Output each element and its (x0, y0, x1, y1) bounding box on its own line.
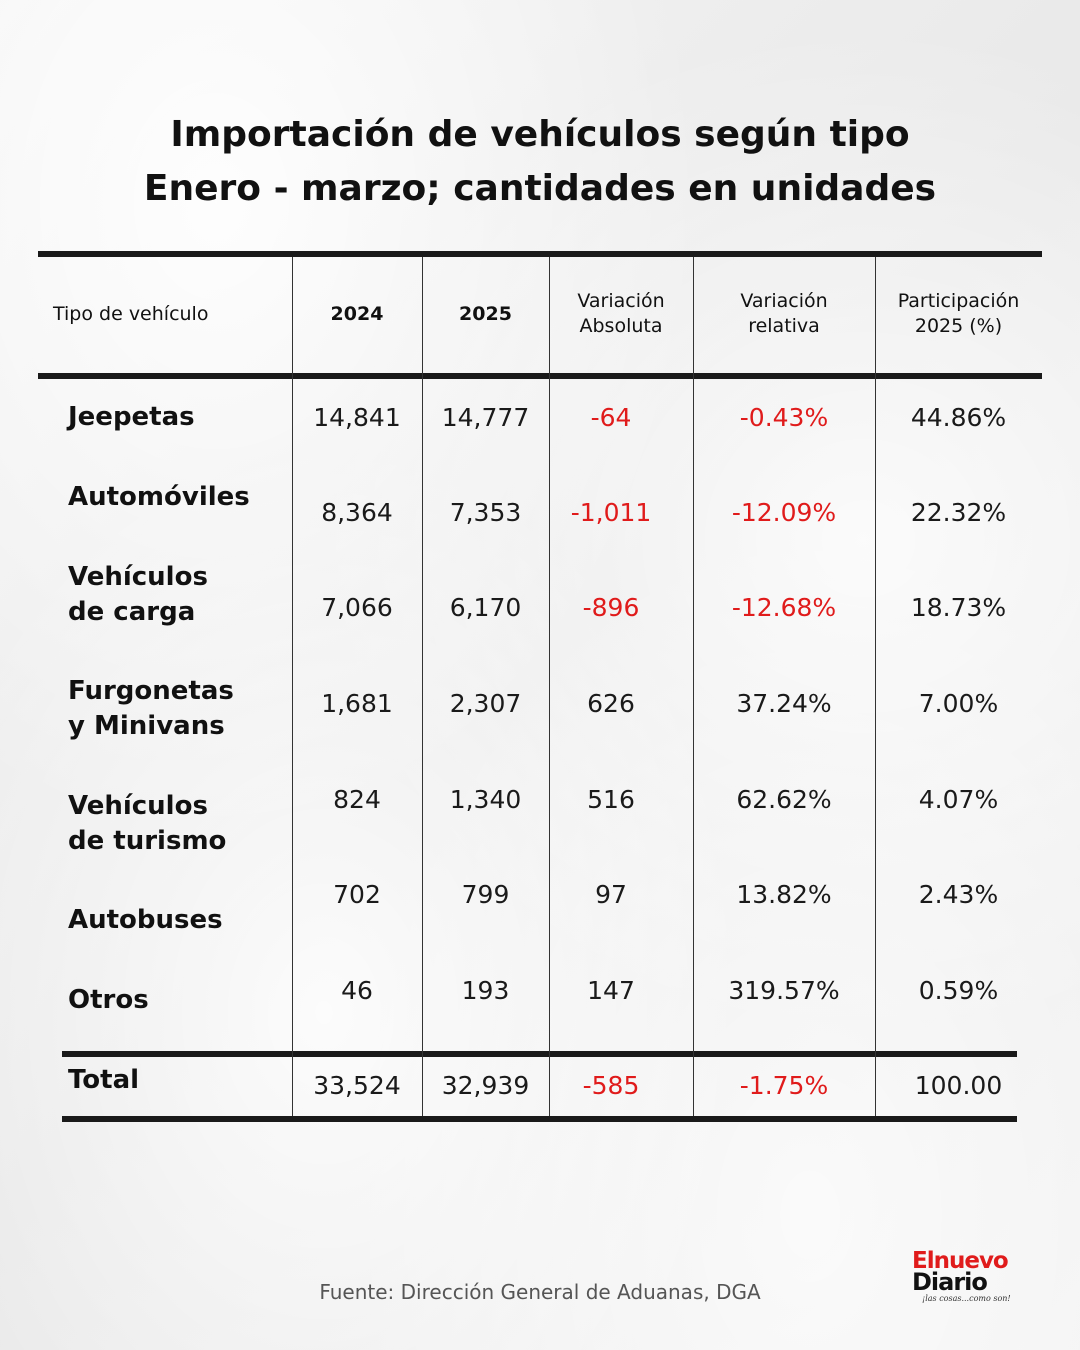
total-2025: 32,939 (441, 1071, 530, 1100)
cell-variacion-absoluta: 147 (587, 976, 635, 1005)
source-note: Fuente: Dirección General de Aduanas, DG… (319, 1280, 761, 1304)
row-type-label: Vehículos de carga (68, 562, 208, 627)
cell-variacion-relativa: 62.62% (736, 785, 832, 814)
header-participacion: Participación 2025 (%) (897, 290, 1020, 337)
cell-2024: 702 (333, 880, 381, 909)
cell-participacion: 22.32% (910, 498, 1007, 527)
header-bottom-rule (38, 373, 1042, 379)
row-type-label: Furgonetas y Minivans (68, 676, 234, 741)
title-line-1: Importación de vehículos según tipo (170, 114, 910, 155)
cell-2024: 7,066 (321, 593, 393, 622)
cell-participacion: 18.73% (910, 593, 1007, 622)
column-divider (549, 257, 550, 1116)
total-participacion: 100.00 (914, 1071, 1003, 1100)
logo-line-2: Diario (912, 1268, 988, 1296)
total-label: Total (68, 1065, 140, 1095)
cell-variacion-relativa: 319.57% (728, 976, 840, 1005)
title-line-2: Enero - marzo; cantidades en unidades (143, 168, 937, 209)
cell-2024: 8,364 (321, 498, 393, 527)
header-type: Tipo de vehículo (53, 303, 209, 325)
cell-variacion-relativa: -12.68% (731, 593, 837, 622)
row-type-label: Vehículos de turismo (68, 791, 227, 856)
total-variacion-relativa: -1.75% (739, 1071, 829, 1100)
cell-2024: 46 (341, 976, 373, 1005)
cell-2025: 6,170 (449, 593, 522, 622)
logo-line-1: Elnuevo (912, 1248, 1009, 1274)
cell-participacion: 44.86% (910, 403, 1007, 432)
total-top-rule (62, 1051, 1017, 1057)
total-2024: 33,524 (313, 1071, 401, 1100)
cell-variacion-relativa: -12.09% (731, 498, 837, 527)
cell-2025: 2,307 (449, 689, 522, 718)
logo-tagline: ¡las cosas...como son! (922, 1294, 1011, 1303)
chart-title: Importación de vehículos según tipo Ener… (0, 108, 1080, 216)
cell-participacion: 4.07% (918, 785, 999, 814)
row-type-label: Jeepetas (68, 402, 195, 432)
cell-variacion-relativa: 37.24% (736, 689, 832, 718)
header-variacion-absoluta: Variación Absoluta (577, 290, 665, 337)
row-type-label: Autobuses (68, 905, 223, 935)
cell-2025: 14,777 (441, 403, 530, 432)
cell-variacion-absoluta: -1,011 (570, 498, 652, 527)
column-divider (422, 257, 423, 1116)
cell-2024: 1,681 (321, 689, 393, 718)
cell-participacion: 2.43% (918, 880, 999, 909)
cell-variacion-absoluta: 97 (595, 880, 627, 909)
cell-variacion-relativa: -0.43% (739, 403, 829, 432)
cell-participacion: 7.00% (918, 689, 999, 718)
column-divider (693, 257, 694, 1116)
header-2025: 2025 (459, 303, 512, 325)
cell-variacion-relativa: 13.82% (736, 880, 832, 909)
total-bottom-rule (62, 1116, 1017, 1122)
cell-participacion: 0.59% (918, 976, 999, 1005)
el-nuevo-diario-logo: Elnuevo Diario ¡las cosas...como son! (912, 1250, 1034, 1306)
cell-2025: 193 (461, 976, 510, 1005)
row-type-label: Otros (68, 985, 149, 1015)
cell-2024: 824 (333, 785, 381, 814)
cell-2025: 7,353 (449, 498, 522, 527)
cell-variacion-absoluta: 516 (587, 785, 635, 814)
header-top-rule (38, 251, 1042, 257)
column-divider (875, 257, 876, 1116)
cell-variacion-absoluta: -64 (590, 403, 632, 432)
cell-2024: 14,841 (313, 403, 401, 432)
total-variacion-absoluta: -585 (582, 1071, 640, 1100)
column-divider (292, 257, 293, 1116)
cell-variacion-absoluta: 626 (587, 689, 635, 718)
cell-2025: 799 (461, 880, 510, 909)
cell-2025: 1,340 (449, 785, 522, 814)
header-2024: 2024 (330, 303, 384, 325)
header-variacion-relativa: Variación relativa (740, 290, 828, 337)
row-type-label: Automóviles (68, 482, 250, 512)
cell-variacion-absoluta: -896 (582, 593, 640, 622)
